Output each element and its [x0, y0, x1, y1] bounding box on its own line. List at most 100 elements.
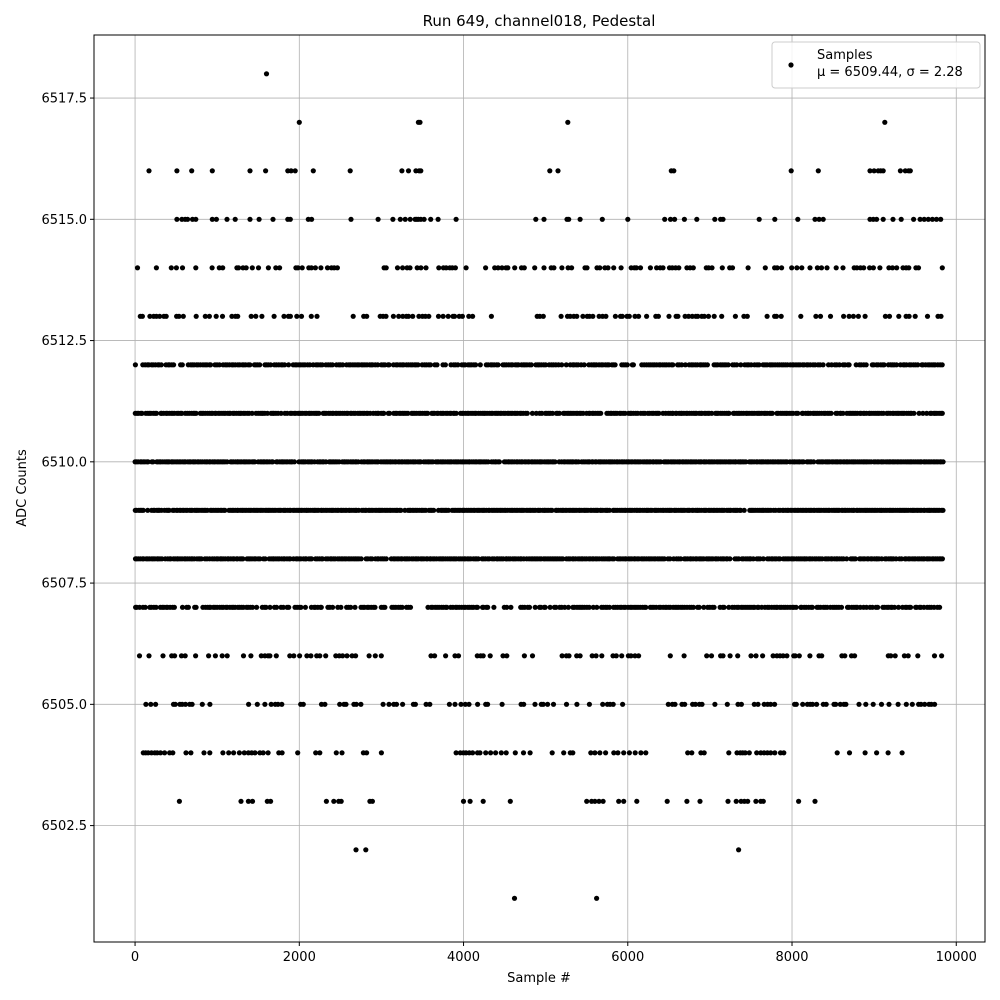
data-point — [581, 362, 587, 368]
data-point — [917, 216, 923, 222]
data-point — [146, 653, 152, 659]
data-point — [908, 604, 914, 610]
data-point — [402, 216, 408, 222]
data-point — [596, 798, 602, 804]
data-point — [185, 604, 191, 610]
data-point — [295, 265, 301, 271]
data-point — [446, 701, 452, 707]
data-point — [423, 701, 429, 707]
data-point — [795, 410, 801, 416]
data-point — [483, 265, 489, 271]
data-point — [719, 313, 725, 319]
data-point — [833, 701, 839, 707]
data-point — [762, 265, 768, 271]
data-point — [549, 750, 555, 756]
plot-area-frame — [93, 34, 986, 943]
data-point — [745, 798, 751, 804]
data-point — [612, 362, 618, 368]
data-point — [784, 653, 790, 659]
data-point — [398, 507, 404, 513]
data-point — [264, 410, 270, 416]
legend-box — [771, 41, 981, 89]
data-point — [742, 750, 748, 756]
data-point — [209, 216, 215, 222]
x-axis-label: Sample # — [507, 971, 571, 986]
data-point — [520, 750, 527, 756]
data-point — [270, 216, 276, 222]
data-point — [921, 216, 927, 222]
data-point — [477, 750, 483, 756]
data-point — [938, 216, 944, 222]
data-point — [559, 362, 565, 368]
data-point — [621, 798, 627, 804]
data-point — [725, 362, 731, 368]
data-point — [209, 168, 215, 174]
data-point — [254, 604, 260, 610]
data-point — [268, 701, 274, 707]
data-point — [287, 216, 293, 222]
data-point — [817, 313, 824, 319]
data-point — [636, 653, 642, 659]
data-point — [298, 313, 305, 319]
data-point — [681, 216, 688, 222]
data-point — [743, 459, 749, 465]
data-point — [247, 362, 253, 368]
data-point — [918, 701, 924, 707]
data-point — [524, 410, 530, 416]
data-point — [241, 750, 247, 756]
data-point — [793, 701, 799, 707]
data-point — [541, 216, 547, 222]
data-point — [337, 701, 343, 707]
data-point — [850, 313, 857, 319]
data-point — [405, 313, 412, 319]
data-point — [453, 216, 459, 222]
data-point — [529, 410, 536, 416]
data-point — [268, 362, 274, 368]
data-point — [672, 701, 678, 707]
data-point — [383, 556, 389, 562]
data-point — [240, 556, 246, 562]
data-point — [667, 216, 674, 222]
data-point — [589, 653, 595, 659]
data-point — [339, 750, 345, 756]
data-point — [686, 313, 692, 319]
data-point — [760, 653, 766, 659]
data-point — [270, 459, 276, 465]
data-point — [168, 265, 174, 271]
data-point — [323, 798, 329, 804]
data-point — [634, 798, 640, 804]
data-point — [741, 507, 747, 513]
x-tick-label: 0 — [131, 950, 139, 965]
data-point — [431, 507, 437, 513]
data-point — [823, 701, 829, 707]
y-tick-label: 6507.5 — [42, 577, 88, 592]
data-point — [178, 653, 185, 659]
data-point — [556, 410, 563, 416]
data-point — [378, 653, 384, 659]
data-point — [386, 362, 392, 368]
data-point — [726, 750, 732, 756]
data-point — [418, 168, 424, 174]
data-point — [662, 216, 668, 222]
data-point — [704, 362, 711, 368]
data-point — [881, 362, 887, 368]
data-point — [774, 265, 780, 271]
data-point — [781, 750, 787, 756]
data-point — [878, 701, 885, 707]
data-point — [145, 459, 151, 465]
data-point — [894, 265, 900, 271]
data-point — [647, 265, 654, 271]
data-point — [726, 410, 732, 416]
data-point — [206, 313, 212, 319]
data-point — [727, 653, 733, 659]
data-point — [551, 265, 557, 271]
data-point — [681, 653, 687, 659]
x-axis-ticks: 0 2000 4000 6000 8000 10000 — [131, 942, 977, 965]
data-point — [171, 604, 177, 610]
data-point — [574, 313, 580, 319]
data-point — [314, 313, 320, 319]
data-point — [666, 313, 672, 319]
data-point — [540, 313, 546, 319]
data-point — [343, 701, 349, 707]
data-point — [594, 895, 600, 901]
